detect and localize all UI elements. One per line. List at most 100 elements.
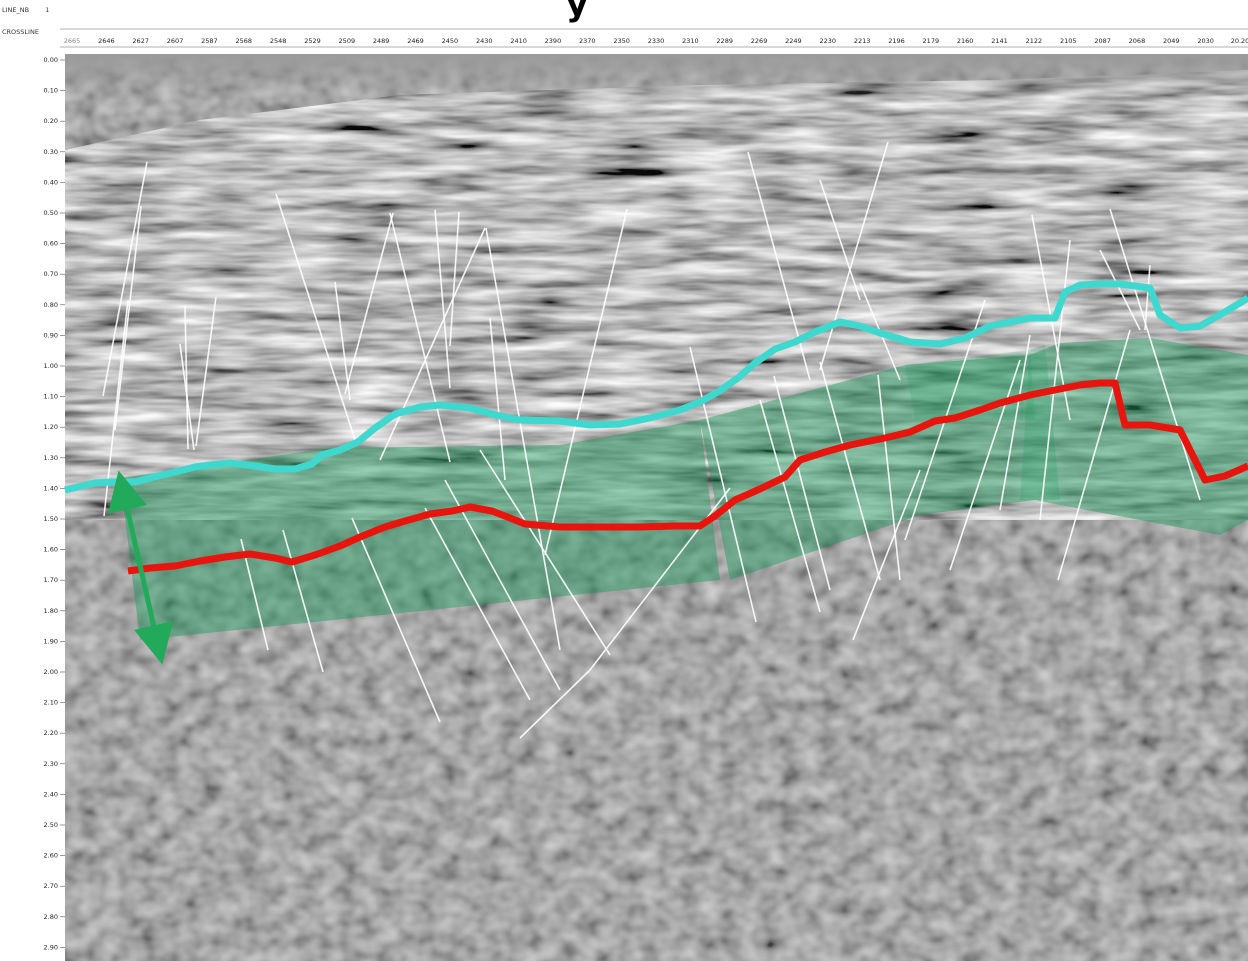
time-axis: 0.00 0.10 0.20 0.30 0.40 0.50 0.60 0.70 0.80 0.90… — [44, 56, 65, 951]
crossline-tick-label: 2450 — [442, 37, 459, 45]
line-number-label: LINE_NB — [2, 6, 30, 14]
crossline-tick-label: 20.20 — [1231, 37, 1248, 45]
axis-header: 2665 2646 2627 2607 2587 2568 2548 2529 2509 2489… — [44, 28, 1248, 951]
time-tick-label: 0.90 — [44, 331, 58, 339]
time-tick-label: 0.50 — [44, 209, 58, 217]
crossline-tick-label: 2179 — [923, 37, 940, 45]
fault-line — [102, 161, 148, 397]
crossline-tick-label: 2087 — [1094, 37, 1111, 45]
fault-line — [1144, 264, 1151, 331]
fault-line — [179, 343, 195, 451]
time-tick-label: 2.90 — [44, 943, 58, 951]
fault-line — [819, 141, 889, 371]
crossline-tick-label: 2607 — [167, 37, 184, 45]
fault-line — [689, 346, 757, 623]
fault-line — [1109, 208, 1201, 501]
crossline-tick-label: 2469 — [407, 37, 424, 45]
crossline-tick-label: 2122 — [1026, 37, 1043, 45]
seismic-image — [65, 54, 1248, 961]
fault-line — [1057, 329, 1131, 581]
time-tick-label: 1.30 — [44, 454, 58, 462]
line-number-row: LINE_NB 1 — [2, 6, 49, 14]
fault-line — [1039, 239, 1071, 521]
time-tick-label: 2.00 — [44, 668, 58, 676]
fault-line — [759, 399, 821, 613]
crossline-tick-label: 2430 — [476, 37, 493, 45]
fault-line — [819, 179, 861, 301]
time-tick-label: 0.40 — [44, 178, 58, 186]
time-tick-label: 0.70 — [44, 270, 58, 278]
fault-line — [449, 211, 460, 347]
time-tick-label: 1.00 — [44, 362, 58, 370]
crossline-tick-label: 2049 — [1163, 37, 1180, 45]
fault-line — [389, 212, 451, 463]
time-tick-label: 1.50 — [44, 515, 58, 523]
fault-line — [489, 317, 506, 481]
time-tick-label: 0.80 — [44, 301, 58, 309]
fault-line — [344, 212, 394, 395]
crossline-axis: 2665 2646 2627 2607 2587 2568 2548 2529 2509 2489… — [64, 37, 1248, 45]
crossline-tick-label: 2160 — [957, 37, 974, 45]
crossline-tick-label: 2289 — [716, 37, 733, 45]
crossline-tick-label: 2390 — [545, 37, 562, 45]
crossline-tick-label: 2105 — [1060, 37, 1077, 45]
crossline-label: CROSSLINE — [2, 28, 39, 36]
fault-line — [434, 209, 451, 389]
crossline-tick-label: 2350 — [613, 37, 630, 45]
time-tick-label: 2.70 — [44, 882, 58, 890]
fault-line — [852, 469, 921, 641]
crossline-tick-label: 2310 — [682, 37, 699, 45]
time-tick-label: 1.90 — [44, 637, 58, 645]
fault-line — [351, 517, 441, 723]
fault-line — [275, 193, 356, 441]
line-number-value: 1 — [45, 6, 50, 14]
time-tick-label: 1.40 — [44, 484, 58, 492]
time-tick-label: 0.60 — [44, 240, 58, 248]
crossline-tick-label: 2141 — [991, 37, 1008, 45]
time-tick-label: 1.70 — [44, 576, 58, 584]
crossline-tick-label: 2213 — [854, 37, 871, 45]
crossline-tick-label: 2627 — [132, 37, 149, 45]
fault-line — [195, 296, 217, 447]
crossline-tick-label: 2489 — [373, 37, 390, 45]
fault-line — [485, 227, 561, 651]
crossline-tick-label: 2529 — [304, 37, 321, 45]
fault-line — [379, 227, 486, 461]
crossline-tick-label: 2030 — [1197, 37, 1214, 45]
time-tick-label: 0.10 — [44, 87, 58, 95]
crossline-tick-label: 2370 — [579, 37, 596, 45]
time-tick-label: 2.60 — [44, 852, 58, 860]
time-tick-label: 1.20 — [44, 423, 58, 431]
crossline-tick-label: 2269 — [751, 37, 768, 45]
fault-line — [114, 205, 142, 431]
fault-line — [184, 305, 189, 450]
crossline-tick-label: 2646 — [98, 37, 115, 45]
fault-line — [282, 529, 324, 673]
fault-line — [519, 669, 591, 739]
crossline-tick-label: 2068 — [1129, 37, 1146, 45]
crossline-tick-label: 2230 — [819, 37, 836, 45]
fault-line — [424, 507, 531, 701]
crossline-tick-label: 2665 — [64, 37, 81, 45]
time-tick-label: 2.20 — [44, 729, 58, 737]
fault-line — [479, 449, 611, 656]
fault-line — [773, 375, 831, 591]
fault-line — [999, 334, 1031, 511]
time-tick-label: 2.80 — [44, 913, 58, 921]
crossline-tick-label: 2330 — [648, 37, 665, 45]
top-horizon[interactable] — [64, 280, 1248, 494]
time-tick-label: 0.20 — [44, 117, 58, 125]
fault-lines — [102, 141, 1201, 739]
fault-line — [444, 479, 561, 691]
crossline-tick-label: 2587 — [201, 37, 218, 45]
fault-line — [1099, 249, 1141, 331]
base-horizon[interactable] — [127, 379, 1248, 575]
time-tick-label: 0.00 — [44, 56, 58, 64]
thickness-arrow — [107, 470, 174, 665]
crossline-tick-label: 2548 — [270, 37, 287, 45]
time-tick-label: 1.60 — [44, 546, 58, 554]
time-tick-label: 2.10 — [44, 699, 58, 707]
fault-line — [334, 281, 351, 401]
